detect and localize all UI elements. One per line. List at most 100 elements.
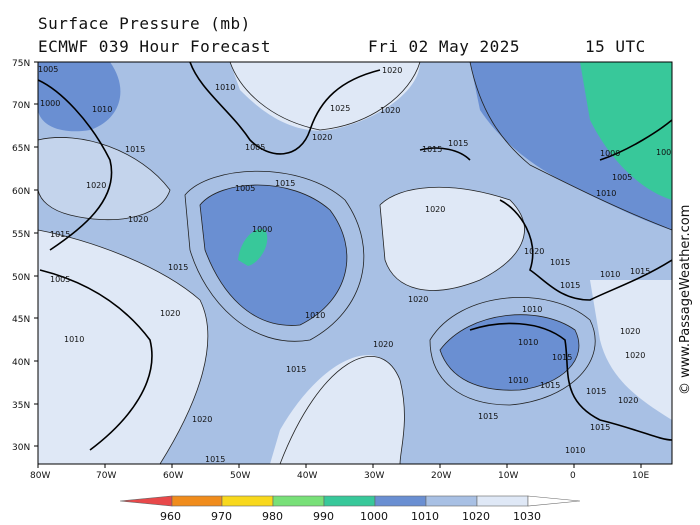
isobar-label: 1020 [408,295,428,304]
isobar-label: 1015 [205,455,225,464]
lon-label: 50W [230,471,250,481]
isobar-label: 1015 [50,230,70,239]
isobar-label: 1005 [235,184,255,193]
map-title: Surface Pressure (mb) [38,14,251,33]
isobar-labels: 1010 1015 1020 1015 1000 1010 1005 1005 … [38,65,672,464]
isobar-label: 1005 [38,65,58,74]
isobar-label: 1015 [168,263,188,272]
colorbar-seg-1010-1020 [425,495,478,507]
lon-label: 70W [96,471,116,481]
colorbar-tick: 1030 [513,510,541,523]
isobar-label: 1020 [192,415,212,424]
high-pressure-central [380,187,525,291]
high-pressure-north [230,62,420,131]
lat-label: 50N [12,273,30,283]
isobar-label: 1010 [64,335,84,344]
latitude-labels: 75N 70N 65N 60N 55N 50N 45N 40N 35N 30N [12,59,30,453]
isobar-label: 1015 [275,179,295,188]
longitude-ticks [37,464,642,468]
colorbar-seg-1020-1030 [476,495,529,507]
lat-label: 75N [12,59,30,69]
lon-label: 40W [297,471,317,481]
isobar-label: 1020 [128,215,148,224]
isobar-label: 1010 [596,189,616,198]
isobar-label: 1010 [215,83,235,92]
colorbar-seg-below-960 [119,495,173,507]
field-1015-west [38,137,170,220]
isobar-label: 1020 [373,340,393,349]
isobar-label: 1015 [125,145,145,154]
isobar-label: 1000 [252,225,272,234]
isobar-label: 1015 [630,267,650,276]
isobar-label: 1020 [160,309,180,318]
isobar-label: 1015 [552,353,572,362]
isobar-lines [38,62,672,464]
lon-label: 0 [570,471,576,481]
isobar-label: 1020 [382,66,402,75]
isobar-label: 1015 [550,258,570,267]
isobar-label: 1005 [245,143,265,152]
isobar-label: 1015 [448,139,468,148]
lon-label: 20W [431,471,451,481]
longitude-labels: 80W 70W 60W 50W 40W 30W 20W 10W 0 10E [30,471,649,481]
latitude-ticks [34,61,38,447]
coastlines [38,62,672,451]
low-northeast-core [580,62,672,200]
isobar-label: 1020 [625,351,645,360]
isobar-label: 1015 [590,423,610,432]
isobar-label: 1005 [612,173,632,182]
lat-label: 55N [12,230,30,240]
colorbar-tick: 1020 [462,510,490,523]
lon-label: 30W [364,471,384,481]
model-forecast-label: ECMWF 039 Hour Forecast [38,37,272,56]
isobar-label: 1010 [565,446,585,455]
lat-label: 40N [12,358,30,368]
colorbar-seg-960-970 [171,495,223,507]
high-pressure-south [270,355,405,464]
lat-label: 65N [12,144,30,154]
isobar-label: 1015 [540,381,560,390]
isobar-label: 1010 [508,376,528,385]
lat-label: 35N [12,401,30,411]
forecast-date: Fri 02 May 2025 [368,37,520,56]
colorbar-seg-980-990 [272,495,325,507]
low-pressure-center [200,185,347,326]
colorbar-seg-1000-1010 [374,495,427,507]
colorbar-seg-970-980 [221,495,274,507]
isobar-label: 1015 [286,365,306,374]
isobar-label: 1010 [518,338,538,347]
isobar-label: 1025 [330,104,350,113]
lat-label: 60N [12,187,30,197]
colorbar-tick: 990 [313,510,334,523]
isobar-label: 1010 [522,305,542,314]
isobar-label: 1020 [86,181,106,190]
forecast-time: 15 UTC [585,37,646,56]
isobar-label: 1010 [92,105,112,114]
isobar-label: 1020 [380,106,400,115]
isobar-label: 1015 [586,387,606,396]
isobar-label: 1015 [560,281,580,290]
lon-label: 10E [632,471,649,481]
colorbar-tick: 980 [262,510,283,523]
colorbar-tick: 1010 [411,510,439,523]
colorbar-tick: 960 [160,510,181,523]
lon-label: 10W [498,471,518,481]
isobar-label: 1020 [618,396,638,405]
low-northwest [38,62,121,132]
low-iberia [440,314,579,391]
pressure-colorbar: 960 970 980 990 1000 1010 1020 1030 [119,495,581,523]
isobar-label: 1000 [600,149,620,158]
colorbar-tick: 1000 [360,510,388,523]
isobar-label: 1020 [425,205,445,214]
isobar-label: 1020 [312,133,332,142]
lat-label: 30N [12,443,30,453]
isobar-label: 1020 [620,327,640,336]
high-europe [590,280,672,420]
high-pressure-southwest [38,230,208,464]
lon-label: 60W [163,471,183,481]
colorbar-seg-990-1000 [323,495,376,507]
low-core [238,229,268,266]
site-credit: © www.PassageWeather.com [678,204,693,395]
isobar-label: 1010 [305,311,325,320]
